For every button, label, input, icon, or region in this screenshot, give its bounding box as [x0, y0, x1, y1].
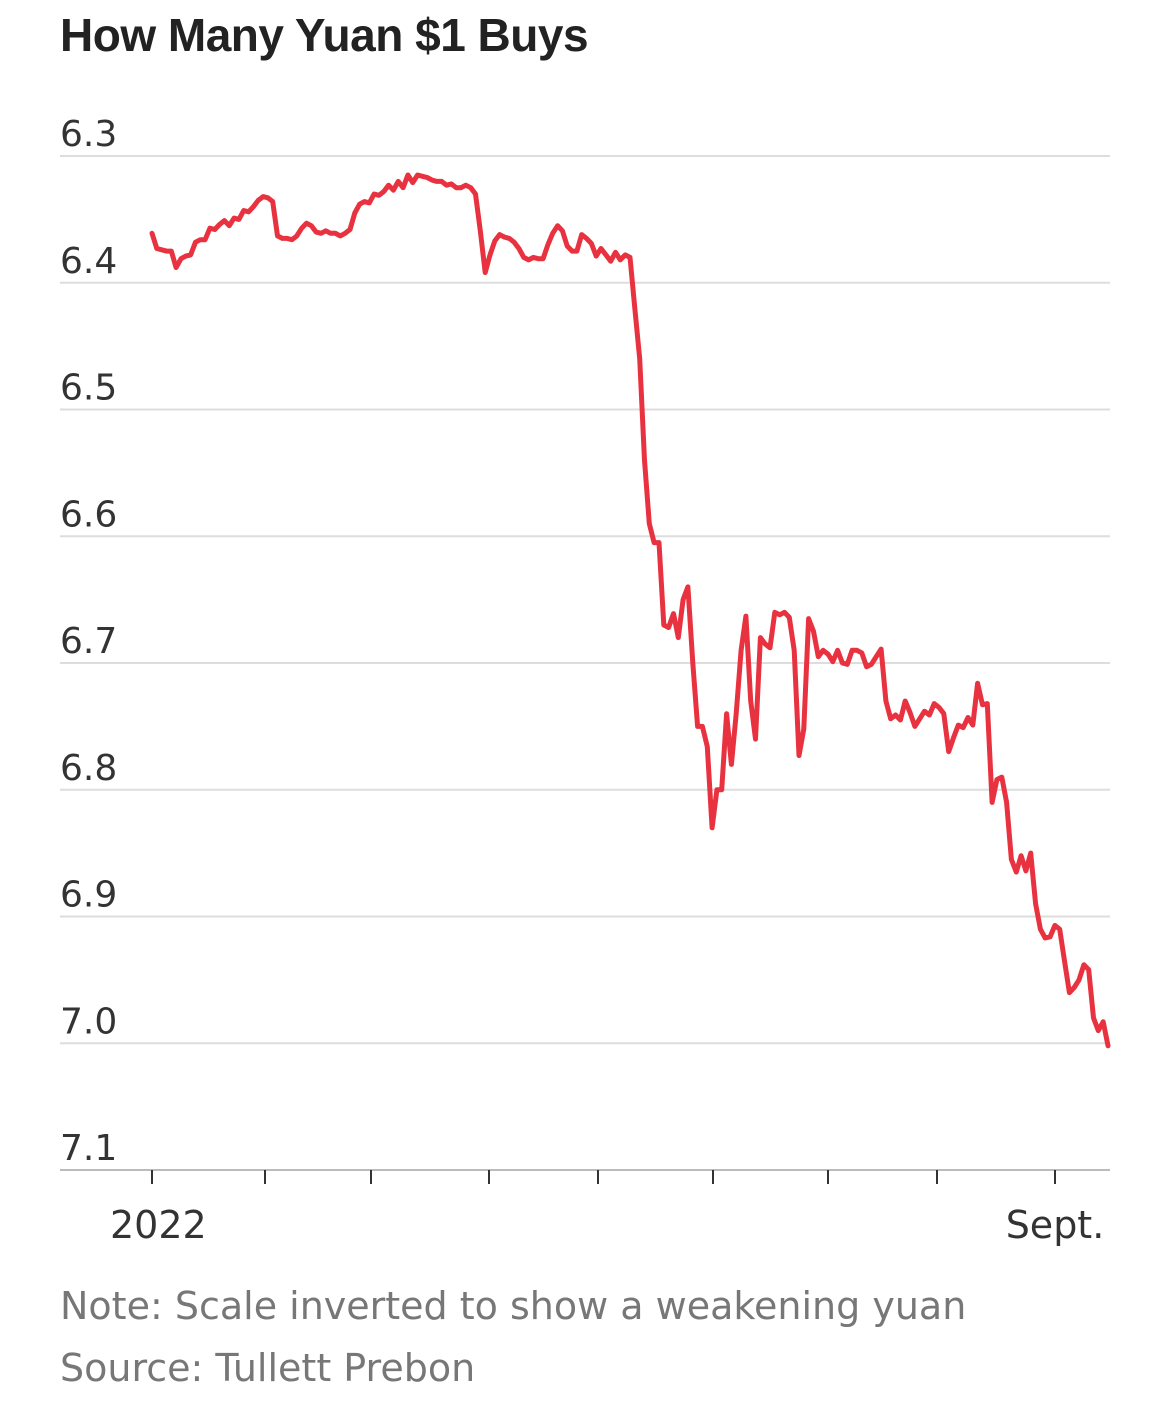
y-tick-label: 7.0 [60, 1001, 117, 1042]
chart-title: How Many Yuan $1 Buys [60, 9, 589, 61]
y-tick-label: 6.4 [60, 241, 117, 282]
chart-source: Source: Tullett Prebon [60, 1346, 476, 1390]
y-tick-label: 6.9 [60, 875, 117, 916]
x-axis: 2022 Sept. [110, 1170, 1104, 1247]
y-tick-label: 6.7 [60, 621, 117, 662]
y-tick-label: 6.3 [60, 114, 117, 155]
chart: 6.3 6.4 6.5 6.6 6.7 6.8 6.9 7.0 7.1 2022 Sept. [60, 114, 1111, 1247]
x-tick-label: Sept. [1006, 1203, 1105, 1247]
y-tick-label: 7.1 [60, 1128, 117, 1169]
y-tick-label: 6.5 [60, 368, 117, 409]
gridlines [60, 155, 1110, 1171]
x-tick-label: 2022 [110, 1203, 207, 1247]
chart-note: Note: Scale inverted to show a weakening… [60, 1284, 967, 1328]
y-tick-label: 6.6 [60, 494, 117, 535]
series-line [149, 172, 1111, 1049]
y-tick-label: 6.8 [60, 748, 117, 789]
y-axis-tick-labels: 6.3 6.4 6.5 6.6 6.7 6.8 6.9 7.0 7.1 [60, 114, 117, 1169]
